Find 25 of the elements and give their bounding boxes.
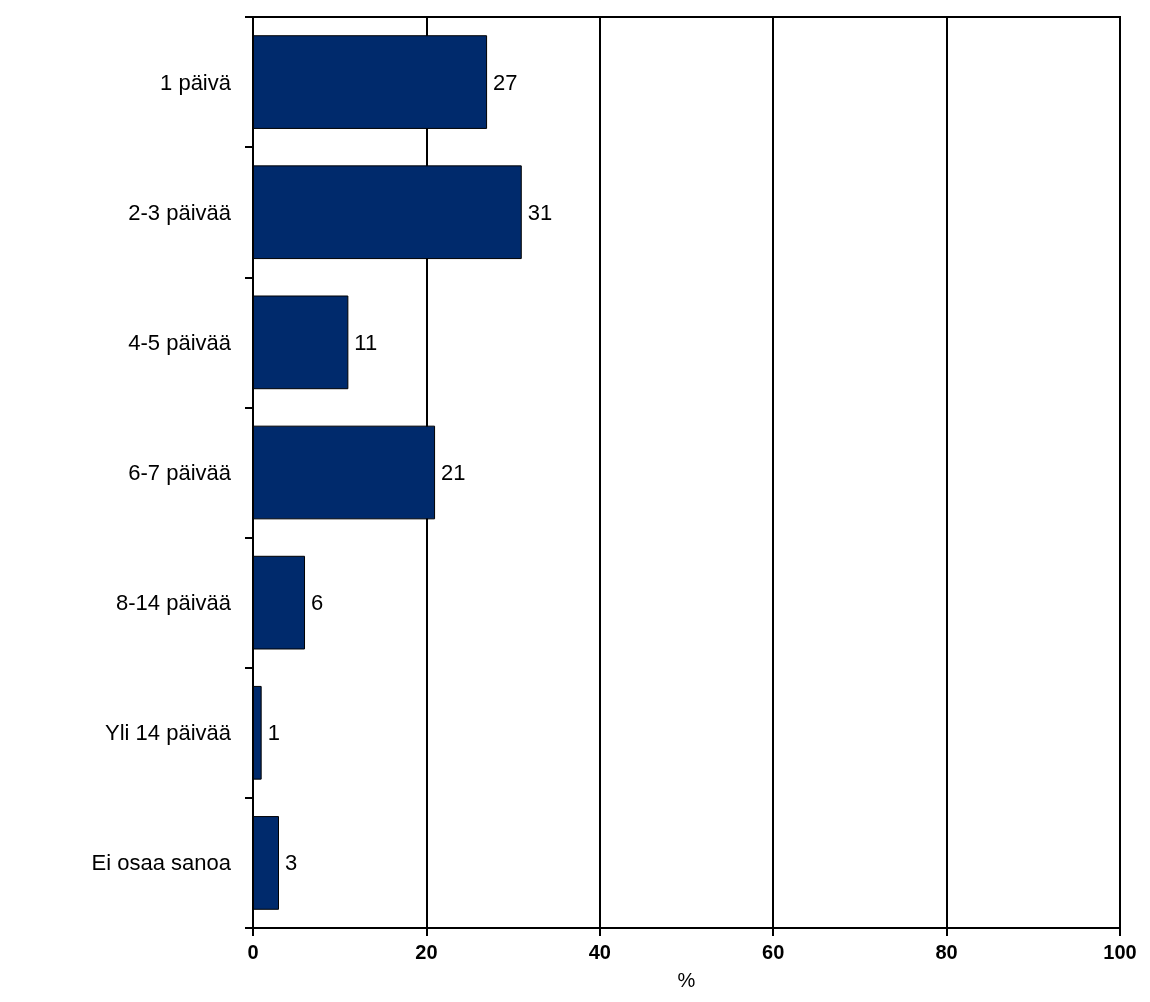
bar: [253, 295, 349, 390]
y-tick-label: Yli 14 päivää: [105, 720, 232, 746]
x-tick-label: 0: [247, 941, 259, 963]
y-tick-label: 4-5 päivää: [128, 329, 232, 355]
bar: [253, 816, 280, 910]
bar: [253, 685, 262, 780]
data-label: 27: [493, 69, 518, 95]
x-axis-title: %: [677, 969, 696, 991]
data-label: 6: [311, 590, 324, 616]
y-tick-label: 8-14 päivää: [116, 590, 232, 616]
bar: [253, 555, 306, 650]
y-tick-label: 6-7 päivää: [128, 460, 232, 485]
y-tick-label: 1 päivä: [160, 69, 232, 95]
x-tick-label: 80: [935, 941, 958, 963]
data-label: 11: [354, 329, 378, 355]
data-label: 31: [527, 199, 553, 225]
y-tick-label: 2-3 päivää: [128, 199, 232, 225]
data-label: 3: [285, 850, 298, 876]
x-tick-label: 100: [1103, 941, 1137, 963]
x-tick-label: 60: [762, 941, 785, 963]
x-tick-label: 20: [415, 941, 438, 963]
data-label: 1: [267, 720, 280, 746]
data-label: 21: [441, 460, 466, 485]
y-tick-label: Ei osaa sanoa: [91, 850, 232, 876]
x-tick-label: 40: [588, 941, 611, 963]
